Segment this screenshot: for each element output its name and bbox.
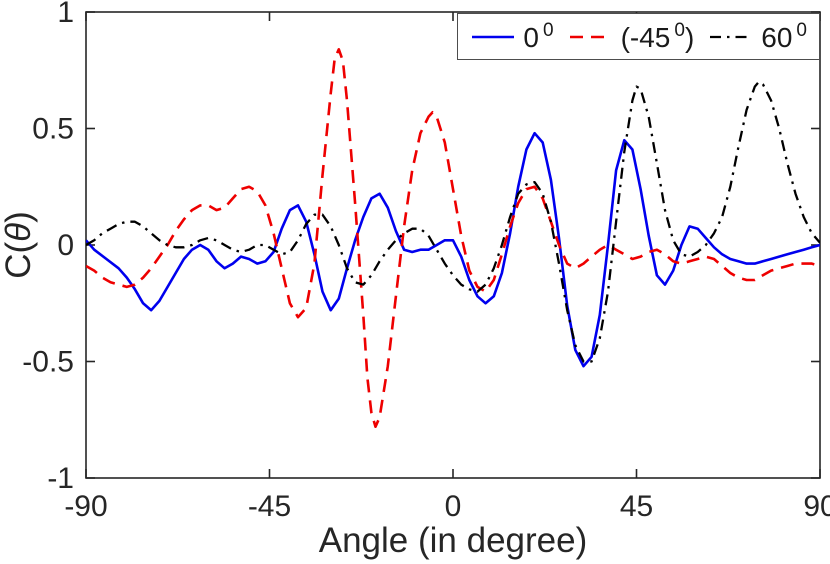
plot-area [86,48,820,428]
x-tick-label: 90 [803,490,830,523]
legend-item-neg45deg: (-45 0) [568,21,695,52]
legend-line-sample-dashdot [708,27,754,47]
legend-line-sample-dashed [568,27,614,47]
y-tick-label: 0.5 [32,113,74,146]
legend-label-text: 0 [523,22,539,53]
legend-label-text: 60 [761,22,793,53]
series-line-0 [86,131,820,368]
legend-label-sup: 0 [674,20,685,41]
y-tick-label: -1 [47,462,74,495]
y-tick-label: 0 [57,229,74,262]
legend-label: 60 0 [761,21,807,52]
x-tick-label: 45 [620,490,653,523]
legend-label-sup: 0 [542,20,554,41]
series-line-2 [86,80,820,363]
series-line-1 [86,48,820,428]
y-tick-label: 1 [57,0,74,29]
legend-label-post: ) [684,22,695,53]
x-tick-label: -45 [248,490,291,523]
legend-label: (-45 0) [621,21,695,52]
y-axis-label: C(θ) [0,211,38,279]
x-axis-label: Angle (in degree) [319,521,588,560]
y-tick-label: -0.5 [22,346,74,379]
legend-item-60deg: 60 0 [708,21,807,52]
x-tick-label: -90 [64,490,107,523]
legend-label-text: (-45 [620,22,671,53]
x-tick-label: 0 [445,490,462,523]
legend-line-sample-solid [470,27,516,47]
legend-label-sup: 0 [796,20,807,41]
